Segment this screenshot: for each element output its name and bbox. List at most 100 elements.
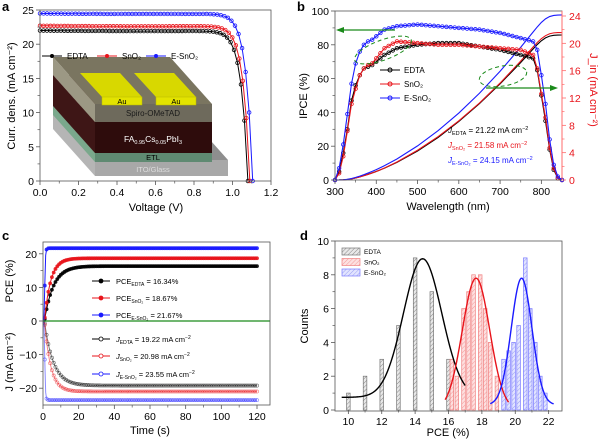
ipce-marker [349,101,354,107]
ipce-marker [382,45,387,51]
j-marker [92,383,97,388]
ipce-marker [419,22,424,28]
ipce-marker [411,22,416,28]
ipce-marker [390,25,395,30]
ipce-marker [378,51,383,56]
j-marker [105,383,110,388]
j-marker [174,383,179,388]
j-marker [91,389,95,394]
legend-part: = 23.55 mA cm [137,370,189,379]
j-marker [80,389,85,394]
j-marker [203,389,208,394]
formula-part: PbI [166,134,179,144]
j-marker [48,398,53,403]
ipce-marker [551,162,556,167]
j-marker [214,383,218,388]
legend-marker [154,54,158,58]
ipce-line-sno2 [334,40,563,181]
right-axis-title: J_in (mA cm⁻²) [587,53,599,127]
ipce-marker [407,22,412,28]
j-marker [92,398,97,403]
jint-indicator-ellipse [478,64,528,88]
j-marker [233,398,238,403]
ipce-marker [382,52,387,58]
jv-marker [219,26,225,31]
j-marker [108,383,113,388]
j-marker [190,398,195,403]
axes-c: 0 20 40 60 80 100 120 −20 −10 0 10 20 Time (s) PCE (%… [4,249,266,437]
j-marker [132,383,136,388]
j-marker [255,383,259,388]
j-marker [137,398,142,403]
j-marker [101,389,106,394]
j-marker [205,383,209,388]
j-marker [194,398,199,403]
j-marker [140,389,145,394]
histogram-bar-sno2 [494,375,500,411]
jv-marker [244,115,249,121]
ipce-marker [514,51,519,57]
j-marker [126,383,131,388]
j-marker [165,383,170,388]
j-marker [85,389,90,394]
ipce-marker [402,44,408,50]
j-marker [51,360,56,365]
ipce-marker [411,40,416,45]
j-marker [244,389,249,394]
j-marker [82,389,86,394]
j-marker [176,383,181,388]
j-marker [107,389,111,394]
j-marker [203,398,208,403]
ipce-marker [390,48,395,53]
jv-marker [223,27,228,33]
annotation-part: E-SnO₂ [452,161,471,167]
jv-marker [240,78,246,83]
j-marker [149,383,154,388]
j-marker [62,386,67,391]
j-marker [135,389,140,394]
ipce-marker [440,24,445,29]
ipce-marker [394,45,400,51]
legend-label: EDTA [404,66,425,75]
j-marker [199,389,204,394]
legend-part: = 20.98 mA cm [132,352,184,361]
j-marker [151,389,156,394]
x-tick-label: 0.4 [110,187,125,199]
j-marker [198,383,202,388]
j-marker [98,398,102,403]
j-marker [149,398,154,403]
pce-marker [50,275,54,280]
j-marker [251,398,256,403]
ipce-marker [506,46,511,52]
ipce-marker [341,142,346,147]
panel-letter-c: c [2,228,9,243]
j-marker [83,389,88,394]
j-marker [142,389,147,394]
j-marker [174,398,179,403]
j-marker [228,398,233,403]
j-marker [87,389,92,394]
j-marker [178,389,183,394]
ipce-marker [374,56,379,61]
j-marker [181,398,186,403]
right-tick-label: 12 [569,93,581,105]
j-marker [140,398,145,403]
histogram-bar-edta [346,392,351,411]
j-marker [169,389,174,394]
y-tick-label: 0 [31,316,37,328]
slab-front [95,122,212,153]
ipce-marker [398,45,404,50]
histogram-bar-sno2 [454,375,459,411]
j-marker [133,389,138,394]
axes-b: 300 400 500 600 700 800 0 20 40 60 80 100 0 4 8 12 16 20 2… [298,6,599,213]
j-marker [69,398,74,403]
j-marker [130,389,135,394]
right-tick-label: 24 [569,11,581,23]
right-tick-label: 8 [569,120,575,132]
j-marker [192,389,197,394]
ipce-marker [464,43,470,48]
j-marker [183,389,188,394]
j-marker [235,383,240,388]
y-tick-label: 80 [317,40,329,52]
slab-side [53,113,95,176]
